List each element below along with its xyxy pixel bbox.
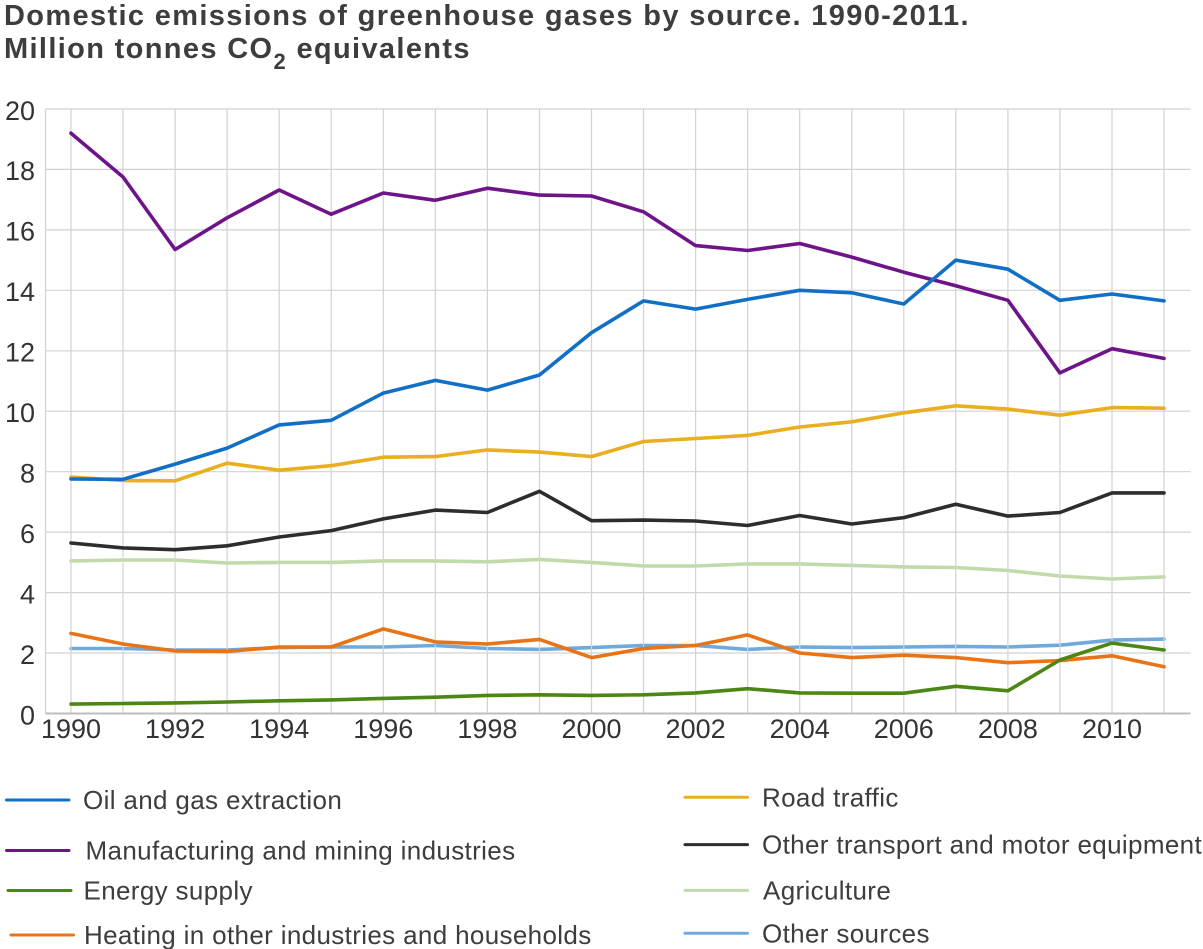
svg-text:Agriculture: Agriculture (763, 875, 891, 905)
svg-text:18: 18 (5, 156, 35, 186)
svg-text:Oil and gas extraction: Oil and gas extraction (83, 785, 342, 815)
svg-text:4: 4 (20, 579, 35, 609)
svg-text:Other transport and motor equi: Other transport and motor equipment (762, 830, 1202, 860)
svg-text:16: 16 (5, 217, 35, 247)
svg-text:2010: 2010 (1082, 714, 1142, 744)
svg-text:2006: 2006 (874, 714, 934, 744)
svg-text:Heating in other industries an: Heating in other industries and househol… (84, 920, 592, 949)
svg-text:14: 14 (5, 277, 35, 307)
svg-text:Road traffic: Road traffic (762, 782, 899, 812)
svg-text:20: 20 (5, 96, 35, 126)
svg-text:2008: 2008 (978, 714, 1038, 744)
svg-text:2000: 2000 (561, 714, 621, 744)
svg-text:Other sources: Other sources (762, 918, 930, 948)
svg-text:2002: 2002 (666, 714, 726, 744)
svg-text:6: 6 (20, 519, 35, 549)
svg-text:12: 12 (5, 338, 35, 368)
svg-text:1998: 1998 (457, 714, 517, 744)
svg-text:1996: 1996 (353, 714, 413, 744)
svg-text:1990: 1990 (41, 714, 101, 744)
svg-text:2: 2 (20, 640, 35, 670)
svg-text:2004: 2004 (770, 714, 830, 744)
svg-text:8: 8 (20, 459, 35, 489)
svg-text:Energy supply: Energy supply (84, 876, 253, 906)
svg-text:0: 0 (20, 700, 35, 730)
svg-text:1994: 1994 (249, 714, 309, 744)
svg-text:10: 10 (5, 398, 35, 428)
svg-text:Manufacturing and mining indus: Manufacturing and mining industries (86, 836, 516, 866)
svg-text:1992: 1992 (145, 714, 205, 744)
